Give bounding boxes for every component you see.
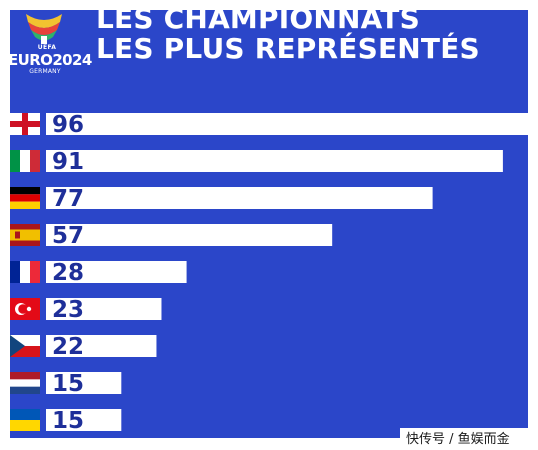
germany-flag — [10, 187, 40, 209]
bar — [46, 372, 122, 394]
bar — [46, 224, 333, 246]
spain-flag — [10, 224, 40, 246]
flag-star — [26, 306, 32, 312]
flag-cross-horizontal — [10, 121, 40, 127]
flag-triangle-blue — [10, 335, 25, 357]
flag-stripe-black — [10, 187, 40, 195]
value-label: 28 — [52, 260, 84, 286]
bar — [46, 298, 162, 320]
value-label: 23 — [52, 297, 84, 323]
flag-stripe-red — [10, 372, 40, 380]
bar-row: 77 — [10, 186, 433, 212]
czechia-flag — [10, 335, 40, 357]
flag-stripe-yellow — [10, 229, 40, 241]
bar — [46, 113, 528, 135]
england-flag — [10, 113, 40, 135]
value-label: 22 — [52, 334, 84, 360]
flag-stripe-red — [10, 346, 40, 357]
bar-row: 57 — [10, 223, 333, 249]
ukraine-flag — [10, 409, 40, 431]
france-flag — [10, 261, 40, 283]
flag-stripe-red — [30, 150, 40, 172]
bar-row: 22 — [10, 334, 157, 360]
bar — [46, 335, 157, 357]
bar — [46, 261, 187, 283]
logo-country-text: GERMANY — [29, 68, 61, 75]
flag-stripe-blue — [10, 261, 20, 283]
value-label: 57 — [52, 223, 84, 249]
bar — [46, 150, 503, 172]
netherlands-flag — [10, 372, 40, 394]
flag-emblem — [15, 231, 20, 239]
bar-row: 15 — [10, 371, 122, 397]
flag-stripe-gold — [10, 201, 40, 209]
chart-title: LES CHAMPIONNATS LES PLUS REPRÉSENTÉS — [96, 10, 526, 64]
value-label: 15 — [52, 371, 84, 397]
value-label: 77 — [52, 186, 84, 212]
bar — [46, 409, 122, 431]
title-line-2: LES PLUS REPRÉSENTÉS — [96, 32, 480, 65]
bar-row: 91 — [10, 149, 503, 175]
flag-crescent-inner — [18, 304, 28, 314]
euro-2024-logo: UEFA EURO2024 GERMANY — [10, 10, 92, 80]
flag-stripe-blue — [10, 386, 40, 394]
value-label: 91 — [52, 149, 84, 175]
flag-stripe-blue — [10, 409, 40, 420]
watermark-box: 快传号 / 鱼娱而金 — [400, 428, 538, 450]
flag-stripe-green — [10, 150, 20, 172]
trophy-icon — [26, 14, 62, 44]
bar-row: 96 — [10, 112, 528, 138]
italy-flag — [10, 150, 40, 172]
title-line-1: LES CHAMPIONNATS — [96, 10, 420, 35]
bar-row: 23 — [10, 297, 162, 323]
bar — [46, 187, 433, 209]
flag-stripe-red — [30, 261, 40, 283]
flag-stripe-red — [10, 194, 40, 202]
turkey-flag — [10, 298, 40, 320]
logo-uefa-text: UEFA — [37, 44, 57, 51]
flag-stripe-yellow — [10, 420, 40, 431]
bar-row: 28 — [10, 260, 187, 286]
logo-euro-text: EURO2024 — [10, 51, 92, 69]
watermark: 快传号 / 鱼娱而金 — [406, 432, 510, 447]
bar-row: 15 — [10, 408, 122, 434]
value-label: 15 — [52, 408, 84, 434]
value-label: 96 — [52, 112, 84, 138]
